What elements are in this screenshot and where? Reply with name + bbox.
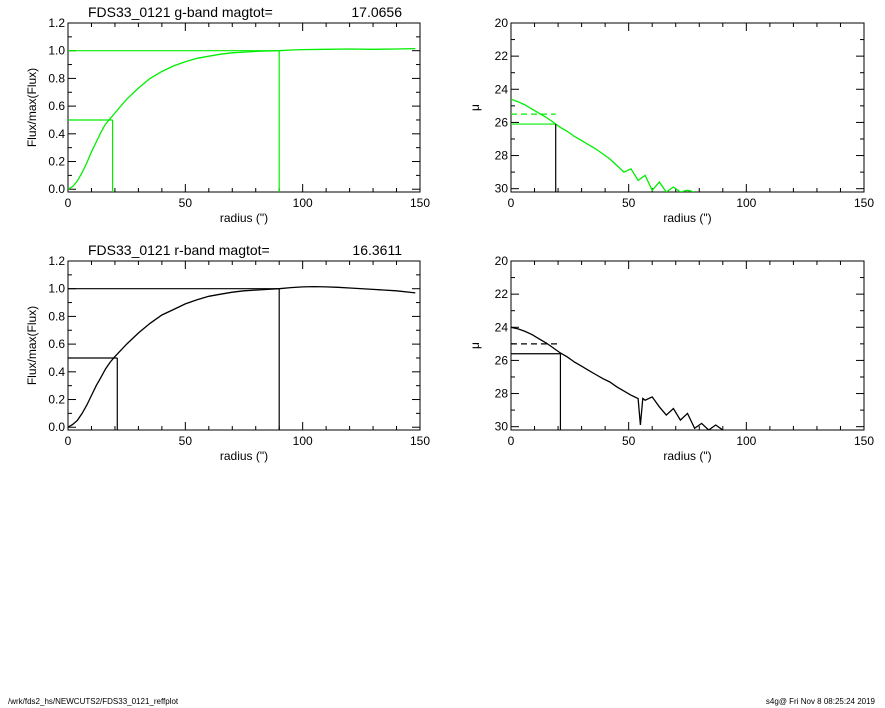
y-axis-label: Flux/max(Flux) [25, 68, 39, 147]
chart-title: FDS33_0121 g-band magtot= [88, 4, 273, 20]
x-tick-label: 50 [622, 196, 636, 210]
y-tick-label: 28 [495, 387, 509, 401]
y-tick-label: 0.8 [48, 71, 65, 85]
x-tick-label: 0 [508, 196, 515, 210]
x-tick-label: 50 [622, 434, 636, 448]
series-line [511, 326, 724, 430]
panel-g-growth: 0 50 100 150 0.0 0.2 0.4 0.6 0.8 1.0 1.2 radius (")… [25, 4, 430, 225]
y-tick-label: 0.4 [48, 127, 65, 141]
chart-title-value: 17.0656 [351, 4, 402, 20]
y-axis-label: μ [468, 104, 482, 111]
y-tick-label: 1.0 [48, 44, 65, 58]
axes-frame [67, 260, 421, 431]
x-tick-label: 50 [179, 434, 193, 448]
y-tick-label: 22 [495, 49, 509, 63]
y-axis-label: μ [468, 342, 482, 349]
y-tick-label: 0.6 [48, 99, 65, 113]
x-tick-label: 100 [293, 196, 313, 210]
chart-title-value: 16.3611 [352, 242, 402, 258]
x-tick-label: 150 [854, 196, 874, 210]
x-axis-label: radius (") [663, 211, 711, 225]
x-axis-label: radius (") [663, 449, 711, 463]
series-line [68, 285, 416, 428]
y-tick-label: 1.0 [48, 282, 65, 296]
panel-g-profile: 0 50 100 150 20 22 24 26 28 30 radius (") μ [468, 16, 874, 225]
y-tick-label: 30 [495, 182, 509, 196]
x-tick-label: 0 [508, 434, 515, 448]
footer-stamp: s4g@ Fri Nov 8 08:25:24 2019 [765, 697, 875, 706]
panel-r-growth: 0 50 100 150 0.0 0.2 0.4 0.6 0.8 1.0 1.2 radius (")… [25, 242, 430, 463]
x-tick-label: 0 [65, 196, 72, 210]
series-line [68, 47, 416, 190]
x-tick-label: 150 [410, 434, 430, 448]
y-tick-label: 20 [495, 254, 509, 268]
y-tick-label: 0.0 [48, 182, 65, 196]
y-tick-label: 0.2 [48, 393, 65, 407]
chart-title: FDS33_0121 r-band magtot= [88, 242, 270, 258]
x-tick-label: 0 [65, 434, 72, 448]
x-axis-label: radius (") [220, 211, 268, 225]
y-axis-label: Flux/max(Flux) [25, 306, 39, 385]
series-line [511, 98, 695, 192]
y-tick-label: 28 [495, 149, 509, 163]
x-tick-label: 50 [179, 196, 193, 210]
y-tick-label: 1.2 [48, 16, 65, 30]
y-tick-label: 0.0 [48, 420, 65, 434]
y-tick-label: 30 [495, 420, 509, 434]
x-tick-label: 100 [736, 434, 756, 448]
y-tick-label: 26 [495, 353, 509, 367]
y-tick-label: 26 [495, 115, 509, 129]
y-tick-label: 0.4 [48, 365, 65, 379]
y-tick-label: 0.6 [48, 337, 65, 351]
y-tick-label: 20 [495, 16, 509, 30]
axes-frame [510, 22, 865, 193]
x-tick-label: 100 [736, 196, 756, 210]
x-axis-label: radius (") [220, 449, 268, 463]
x-tick-label: 150 [410, 196, 430, 210]
x-tick-label: 100 [293, 434, 313, 448]
y-tick-label: 24 [495, 82, 509, 96]
y-tick-label: 0.2 [48, 155, 65, 169]
panel-r-profile: 0 50 100 150 20 22 24 26 28 30 radius (") μ [468, 254, 874, 463]
y-tick-label: 24 [495, 320, 509, 334]
axes-frame [67, 22, 421, 193]
footer-path: /wrk/fds2_hs/NEWCUTS2/FDS33_0121_reffplo… [8, 697, 179, 706]
y-tick-label: 22 [495, 287, 509, 301]
y-tick-label: 1.2 [48, 254, 65, 268]
axes-frame [510, 260, 865, 431]
x-tick-label: 150 [854, 434, 874, 448]
y-tick-label: 0.8 [48, 309, 65, 323]
